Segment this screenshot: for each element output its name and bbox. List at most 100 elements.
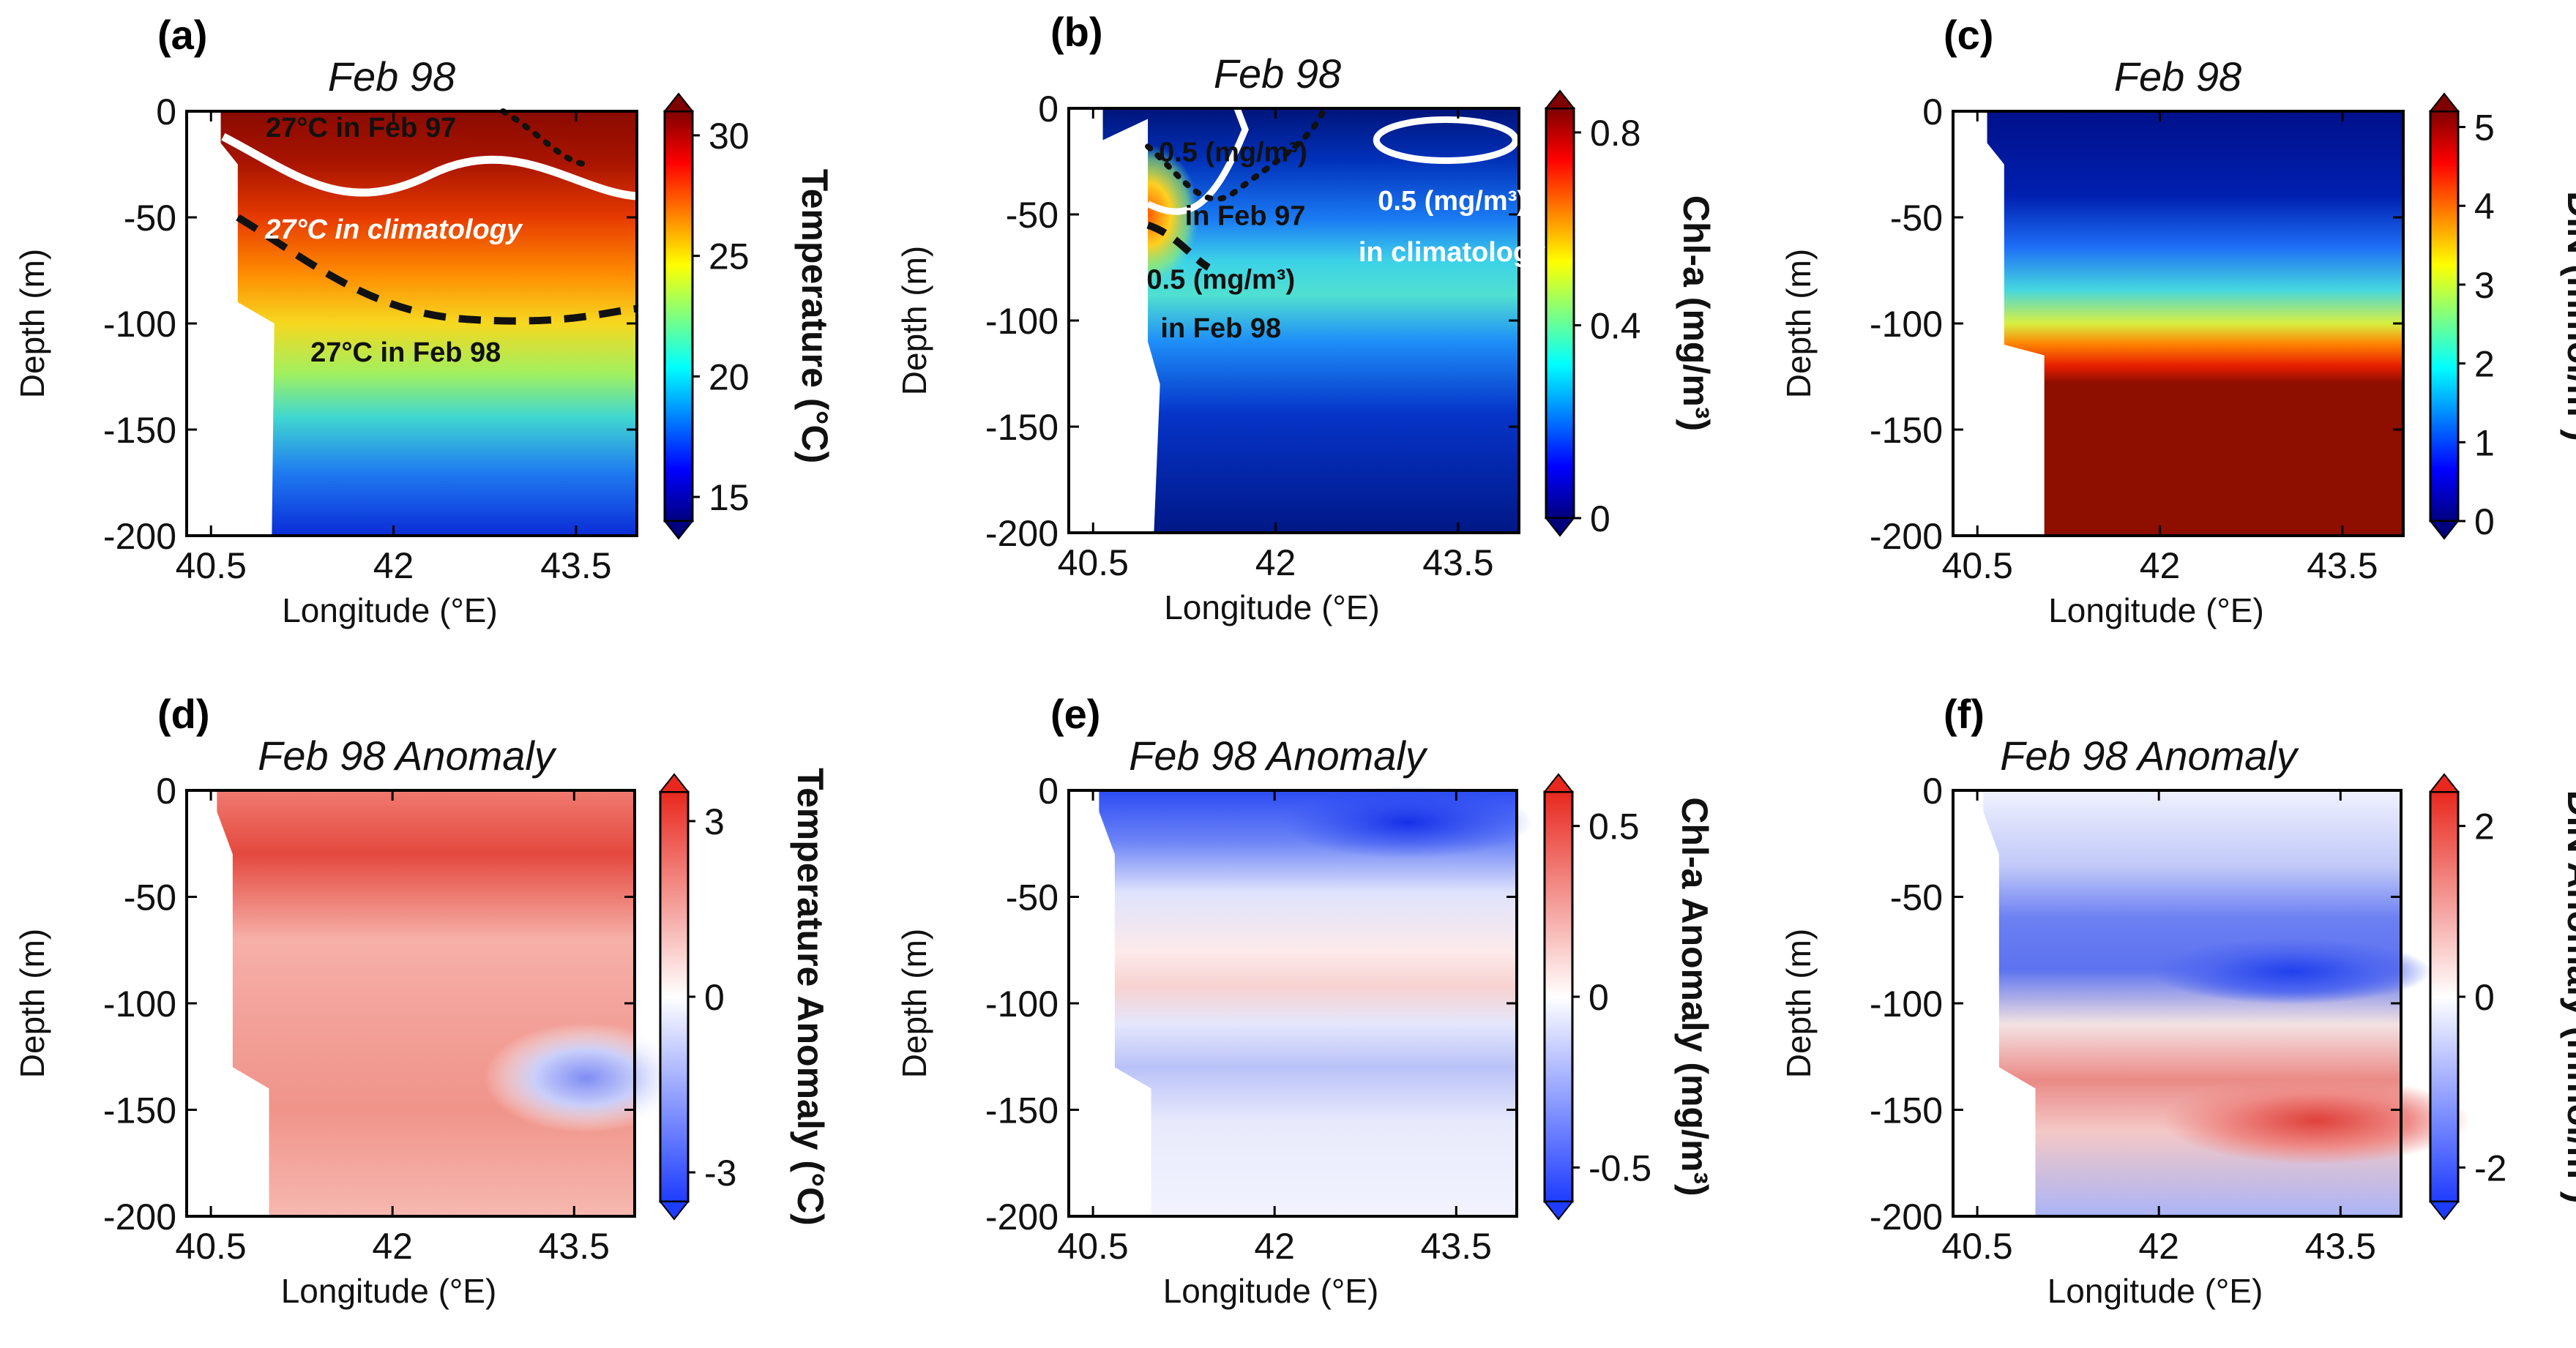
y-tick-label: 0 [1922, 771, 1943, 812]
y-tick-label: -50 [1890, 877, 1943, 918]
y-tick-label: -200 [103, 516, 176, 557]
y-tick-label: -100 [985, 984, 1059, 1025]
colorbar-label: DIN Anomaly (mmol/m³) [2560, 790, 2576, 1204]
y-tick-label: -100 [985, 301, 1059, 342]
colorbar-tick-label: -3 [704, 1153, 736, 1194]
colorbar [663, 110, 694, 523]
panel-tag: (b) [1050, 9, 1103, 55]
panel-title: Feb 98 Anomaly [1129, 733, 1428, 779]
panel-tag: (f) [1944, 691, 1985, 737]
colorbar-tick-label: 30 [709, 116, 750, 157]
colorbar-tick-label: 0.8 [1590, 113, 1641, 154]
colorbar [659, 790, 690, 1203]
colorbar-label: Chl-a (mg/m³) [1676, 195, 1717, 431]
contour-climatology [221, 132, 638, 201]
y-tick-label: -200 [985, 1197, 1059, 1237]
colorbar-tick-label: 0.4 [1590, 305, 1641, 346]
colorbar-label: Chl-a Anomaly (mg/m³) [1674, 797, 1715, 1196]
annotation: in climatology [1359, 237, 1545, 268]
x-tick-label: 42 [373, 545, 414, 586]
panel-title: Feb 98 [1214, 50, 1341, 97]
colorbar [1543, 790, 1574, 1203]
panel-title: Feb 98 [328, 53, 455, 100]
x-tick-label: 40.5 [1057, 1226, 1128, 1267]
colorbar-tick-label: 3 [704, 801, 725, 842]
contour-feb98 [1146, 221, 1211, 271]
colorbar-extend-bottom [662, 520, 695, 540]
x-tick-label: 43.5 [1422, 542, 1493, 583]
panel-tag: (e) [1050, 691, 1100, 737]
y-axis-label: Depth (m) [895, 929, 933, 1078]
colorbar-tick-label: 5 [2474, 108, 2495, 149]
y-tick-label: -150 [1870, 410, 1943, 451]
colorbar [1545, 107, 1575, 520]
colorbar-label: Temperature Anomaly (°C) [790, 768, 831, 1226]
annotation: 27°C in climatology [264, 214, 523, 245]
y-tick-label: -150 [985, 1090, 1059, 1131]
y-tick-label: 0 [1038, 771, 1059, 812]
colorbar-extend-top [2428, 773, 2460, 793]
contour-feb97 [1145, 105, 1328, 202]
y-axis-label: Depth (m) [1780, 929, 1818, 1078]
annotation: 0.5 (mg/m³) [1146, 265, 1295, 296]
x-tick-label: 40.5 [1058, 542, 1129, 583]
colorbar-tick-label: 0 [1588, 977, 1609, 1018]
contour-climatology [1373, 116, 1519, 164]
y-tick-label: -100 [1870, 984, 1943, 1025]
annotation: in Feb 97 [1185, 201, 1306, 232]
negative-anomaly-blob [2153, 938, 2432, 1005]
x-tick-label: 40.5 [176, 545, 247, 586]
negative-anomaly-blob [1283, 785, 1533, 859]
land-mask [187, 790, 269, 1216]
x-tick-label: 42 [2138, 1226, 2179, 1267]
annotation: 27°C in Feb 97 [266, 113, 456, 143]
x-tick-label: 40.5 [1942, 545, 2013, 586]
panel-tag: (c) [1944, 12, 1993, 58]
colorbar-tick-label: 25 [709, 236, 750, 277]
y-tick-label: -50 [1890, 198, 1943, 239]
cool-anomaly-blob [483, 1022, 689, 1133]
colorbar-extend-top [2428, 92, 2460, 112]
positive-anomaly-blob [2162, 1076, 2471, 1165]
colorbar-extend-bottom [1542, 1201, 1575, 1221]
land-mask [187, 111, 275, 536]
contour-feb97 [500, 108, 591, 168]
colorbar-label: DIN (mmol/m³) [2560, 191, 2576, 441]
y-tick-label: 0 [1038, 89, 1059, 130]
contour-feb98 [236, 214, 638, 325]
y-axis-label: Depth (m) [1780, 249, 1818, 398]
contour-climatology-coast [1146, 96, 1249, 215]
y-tick-label: -100 [103, 984, 176, 1025]
panel-tag: (d) [157, 691, 210, 737]
y-tick-label: -150 [985, 407, 1059, 448]
colorbar-tick-label: 1 [2474, 422, 2495, 463]
y-tick-label: -150 [103, 1090, 176, 1131]
colorbar-extend-top [658, 773, 690, 793]
x-axis-label: Longitude (°E) [1164, 588, 1380, 626]
colorbar-tick-label: -2 [2474, 1147, 2506, 1188]
x-tick-label: 42 [1254, 1226, 1295, 1267]
x-tick-label: 43.5 [1421, 1226, 1492, 1267]
x-axis-label: Longitude (°E) [281, 1272, 497, 1310]
x-axis-label: Longitude (°E) [1163, 1272, 1379, 1310]
colorbar-label: Temperature (°C) [794, 169, 835, 463]
y-axis-label: Depth (m) [895, 246, 933, 395]
colorbar-tick-label: 0 [1590, 498, 1610, 539]
y-tick-label: -200 [103, 1197, 176, 1237]
y-tick-label: -50 [1006, 877, 1059, 918]
panel-title: Feb 98 [2114, 53, 2241, 100]
annotation: 0.5 (mg/m³) [1378, 186, 1526, 217]
land-mask [1953, 790, 2036, 1216]
land-mask [1069, 108, 1160, 533]
x-tick-label: 43.5 [2305, 1226, 2376, 1267]
colorbar-extend-bottom [658, 1201, 690, 1221]
y-tick-label: 0 [1922, 91, 1943, 132]
y-tick-label: 0 [156, 771, 176, 812]
y-tick-label: -150 [1870, 1090, 1943, 1131]
colorbar-tick-label: 0 [704, 977, 725, 1018]
colorbar-extend-top [1542, 773, 1575, 793]
